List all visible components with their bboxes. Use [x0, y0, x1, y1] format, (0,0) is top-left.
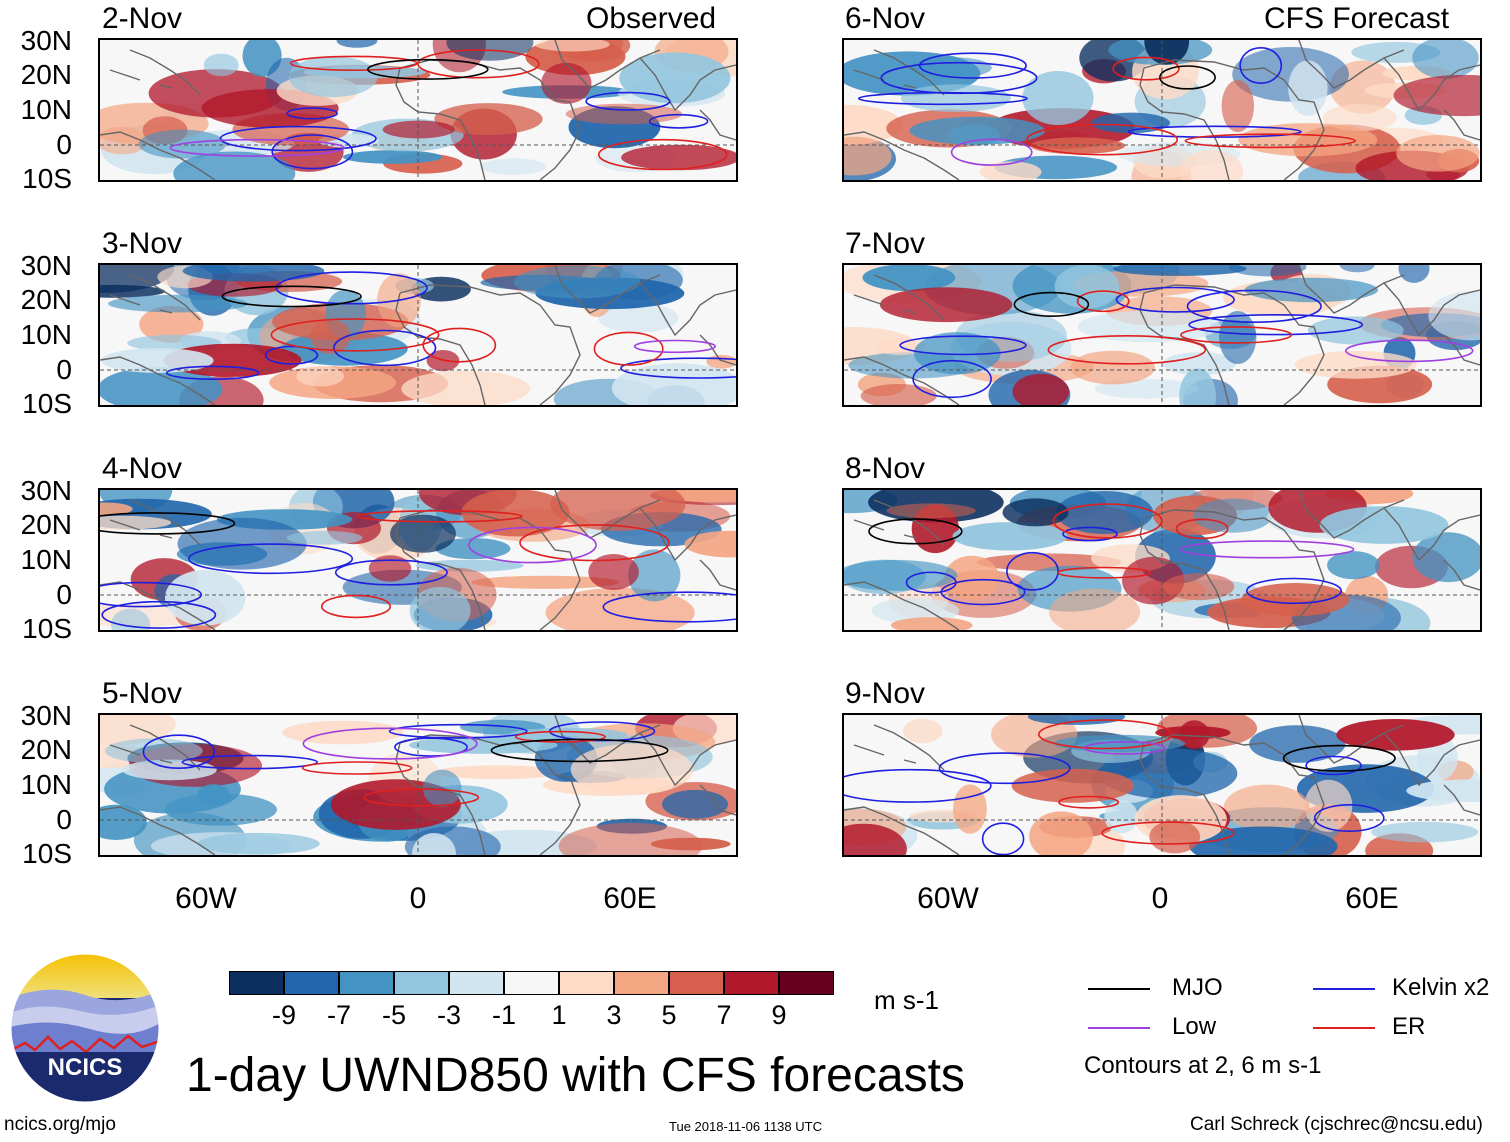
legend-label-low: Low: [1172, 1013, 1217, 1040]
lat-label: 10S: [22, 613, 72, 644]
legend-line-kelvin: [1313, 988, 1375, 990]
lat-label: 0: [56, 804, 72, 835]
date-label-fc-2: 7-Nov: [845, 227, 926, 260]
lat-label: 10N: [20, 544, 72, 575]
lat-label: 0: [56, 354, 72, 385]
colorbar-swatch: [449, 971, 504, 995]
date-label-fc-3: 8-Nov: [845, 452, 926, 485]
lon-label: 0: [409, 882, 427, 915]
cfs-forecast-label: CFS Forecast: [1264, 2, 1450, 35]
lat-label: 30N: [20, 475, 72, 506]
map-panel-fc-1: [842, 38, 1482, 182]
colorbar-label: 5: [661, 1000, 677, 1030]
lat-label: 20N: [20, 284, 72, 315]
map-graphic: [844, 490, 1480, 630]
date-label-obs-2: 3-Nov: [102, 227, 183, 260]
map-panel-obs-3: [98, 488, 738, 632]
colorbar-swatch: [504, 971, 559, 995]
logo-text: NCICS: [48, 1054, 123, 1081]
lat-label: 10S: [22, 838, 72, 869]
footer-credit: Carl Schreck (cjschrec@ncsu.edu): [1190, 1114, 1483, 1135]
map-graphic: [844, 40, 1480, 180]
colorbar-label: -3: [436, 1000, 461, 1030]
colorbar-units: m s-1: [874, 985, 939, 1015]
lat-label: 30N: [20, 25, 72, 56]
colorbar-label: -7: [326, 1000, 351, 1030]
colorbar-label: 1: [551, 1000, 567, 1030]
date-label-fc-4: 9-Nov: [845, 677, 926, 710]
colorbar-swatch: [284, 971, 339, 995]
colorbar-swatch: [669, 971, 724, 995]
map-graphic: [844, 265, 1480, 405]
ncics-logo-graphic: NCICS: [10, 953, 160, 1103]
map-graphic: [100, 265, 736, 405]
lat-label: 30N: [20, 250, 72, 281]
map-graphic: [100, 490, 736, 630]
map-graphic: [100, 40, 736, 180]
colorbar-label: -1: [491, 1000, 516, 1030]
legend-label-er: ER: [1392, 1013, 1426, 1040]
map-panel-obs-1: [98, 38, 738, 182]
lat-label: 0: [56, 129, 72, 160]
date-label-obs-3: 4-Nov: [102, 452, 183, 485]
lon-label: 60W: [917, 882, 979, 915]
lon-label: 60W: [175, 882, 237, 915]
legend-contour-note: Contours at 2, 6 m s-1: [1084, 1052, 1322, 1079]
colorbar-label: -5: [381, 1000, 406, 1030]
lat-label: 10N: [20, 319, 72, 350]
lat-label: 30N: [20, 700, 72, 731]
footer-timestamp: Tue 2018-11-06 1138 UTC: [669, 1119, 822, 1134]
colorbar-swatch: [394, 971, 449, 995]
colorbar-label: 3: [606, 1000, 622, 1030]
lat-label: 10N: [20, 769, 72, 800]
lon-label: 60E: [1345, 882, 1399, 915]
ncics-logo: NCICS: [10, 953, 160, 1103]
date-label-fc-1: 6-Nov: [845, 2, 926, 35]
legend-label-mjo: MJO: [1172, 974, 1223, 1001]
map-panel-fc-3: [842, 488, 1482, 632]
lat-label: 0: [56, 579, 72, 610]
colorbar-swatch: [779, 971, 834, 995]
map-panel-fc-4: [842, 713, 1482, 857]
lat-label: 10N: [20, 94, 72, 125]
lat-label: 10S: [22, 163, 72, 194]
figure-title: 1-day UWND850 with CFS forecasts: [186, 1049, 965, 1102]
colorbar-swatch: [559, 971, 614, 995]
lat-label: 20N: [20, 59, 72, 90]
date-label-obs-1: 2-Nov: [102, 2, 183, 35]
legend-label-kelvin: Kelvin x2: [1392, 974, 1490, 1001]
date-label-obs-4: 5-Nov: [102, 677, 183, 710]
map-panel-obs-2: [98, 263, 738, 407]
colorbar-label: 7: [716, 1000, 732, 1030]
lat-label: 20N: [20, 509, 72, 540]
colorbar-swatch: [724, 971, 779, 995]
colorbar-swatch: [614, 971, 669, 995]
colorbar-swatch: [229, 971, 284, 995]
lat-label: 20N: [20, 734, 72, 765]
colorbar-label: -9: [271, 1000, 296, 1030]
colorbar-swatch: [339, 971, 394, 995]
footer-url[interactable]: ncics.org/mjo: [4, 1114, 116, 1135]
lat-label: 10S: [22, 388, 72, 419]
legend-line-mjo: [1088, 988, 1150, 990]
map-graphic: [844, 715, 1480, 855]
legend-line-low: [1088, 1027, 1150, 1029]
lon-label: 60E: [603, 882, 657, 915]
map-panel-fc-2: [842, 263, 1482, 407]
legend-line-er: [1313, 1027, 1375, 1029]
map-graphic: [100, 715, 736, 855]
map-panel-obs-4: [98, 713, 738, 857]
lon-label: 0: [1151, 882, 1169, 915]
colorbar-label: 9: [771, 1000, 787, 1030]
observed-label: Observed: [586, 2, 717, 35]
